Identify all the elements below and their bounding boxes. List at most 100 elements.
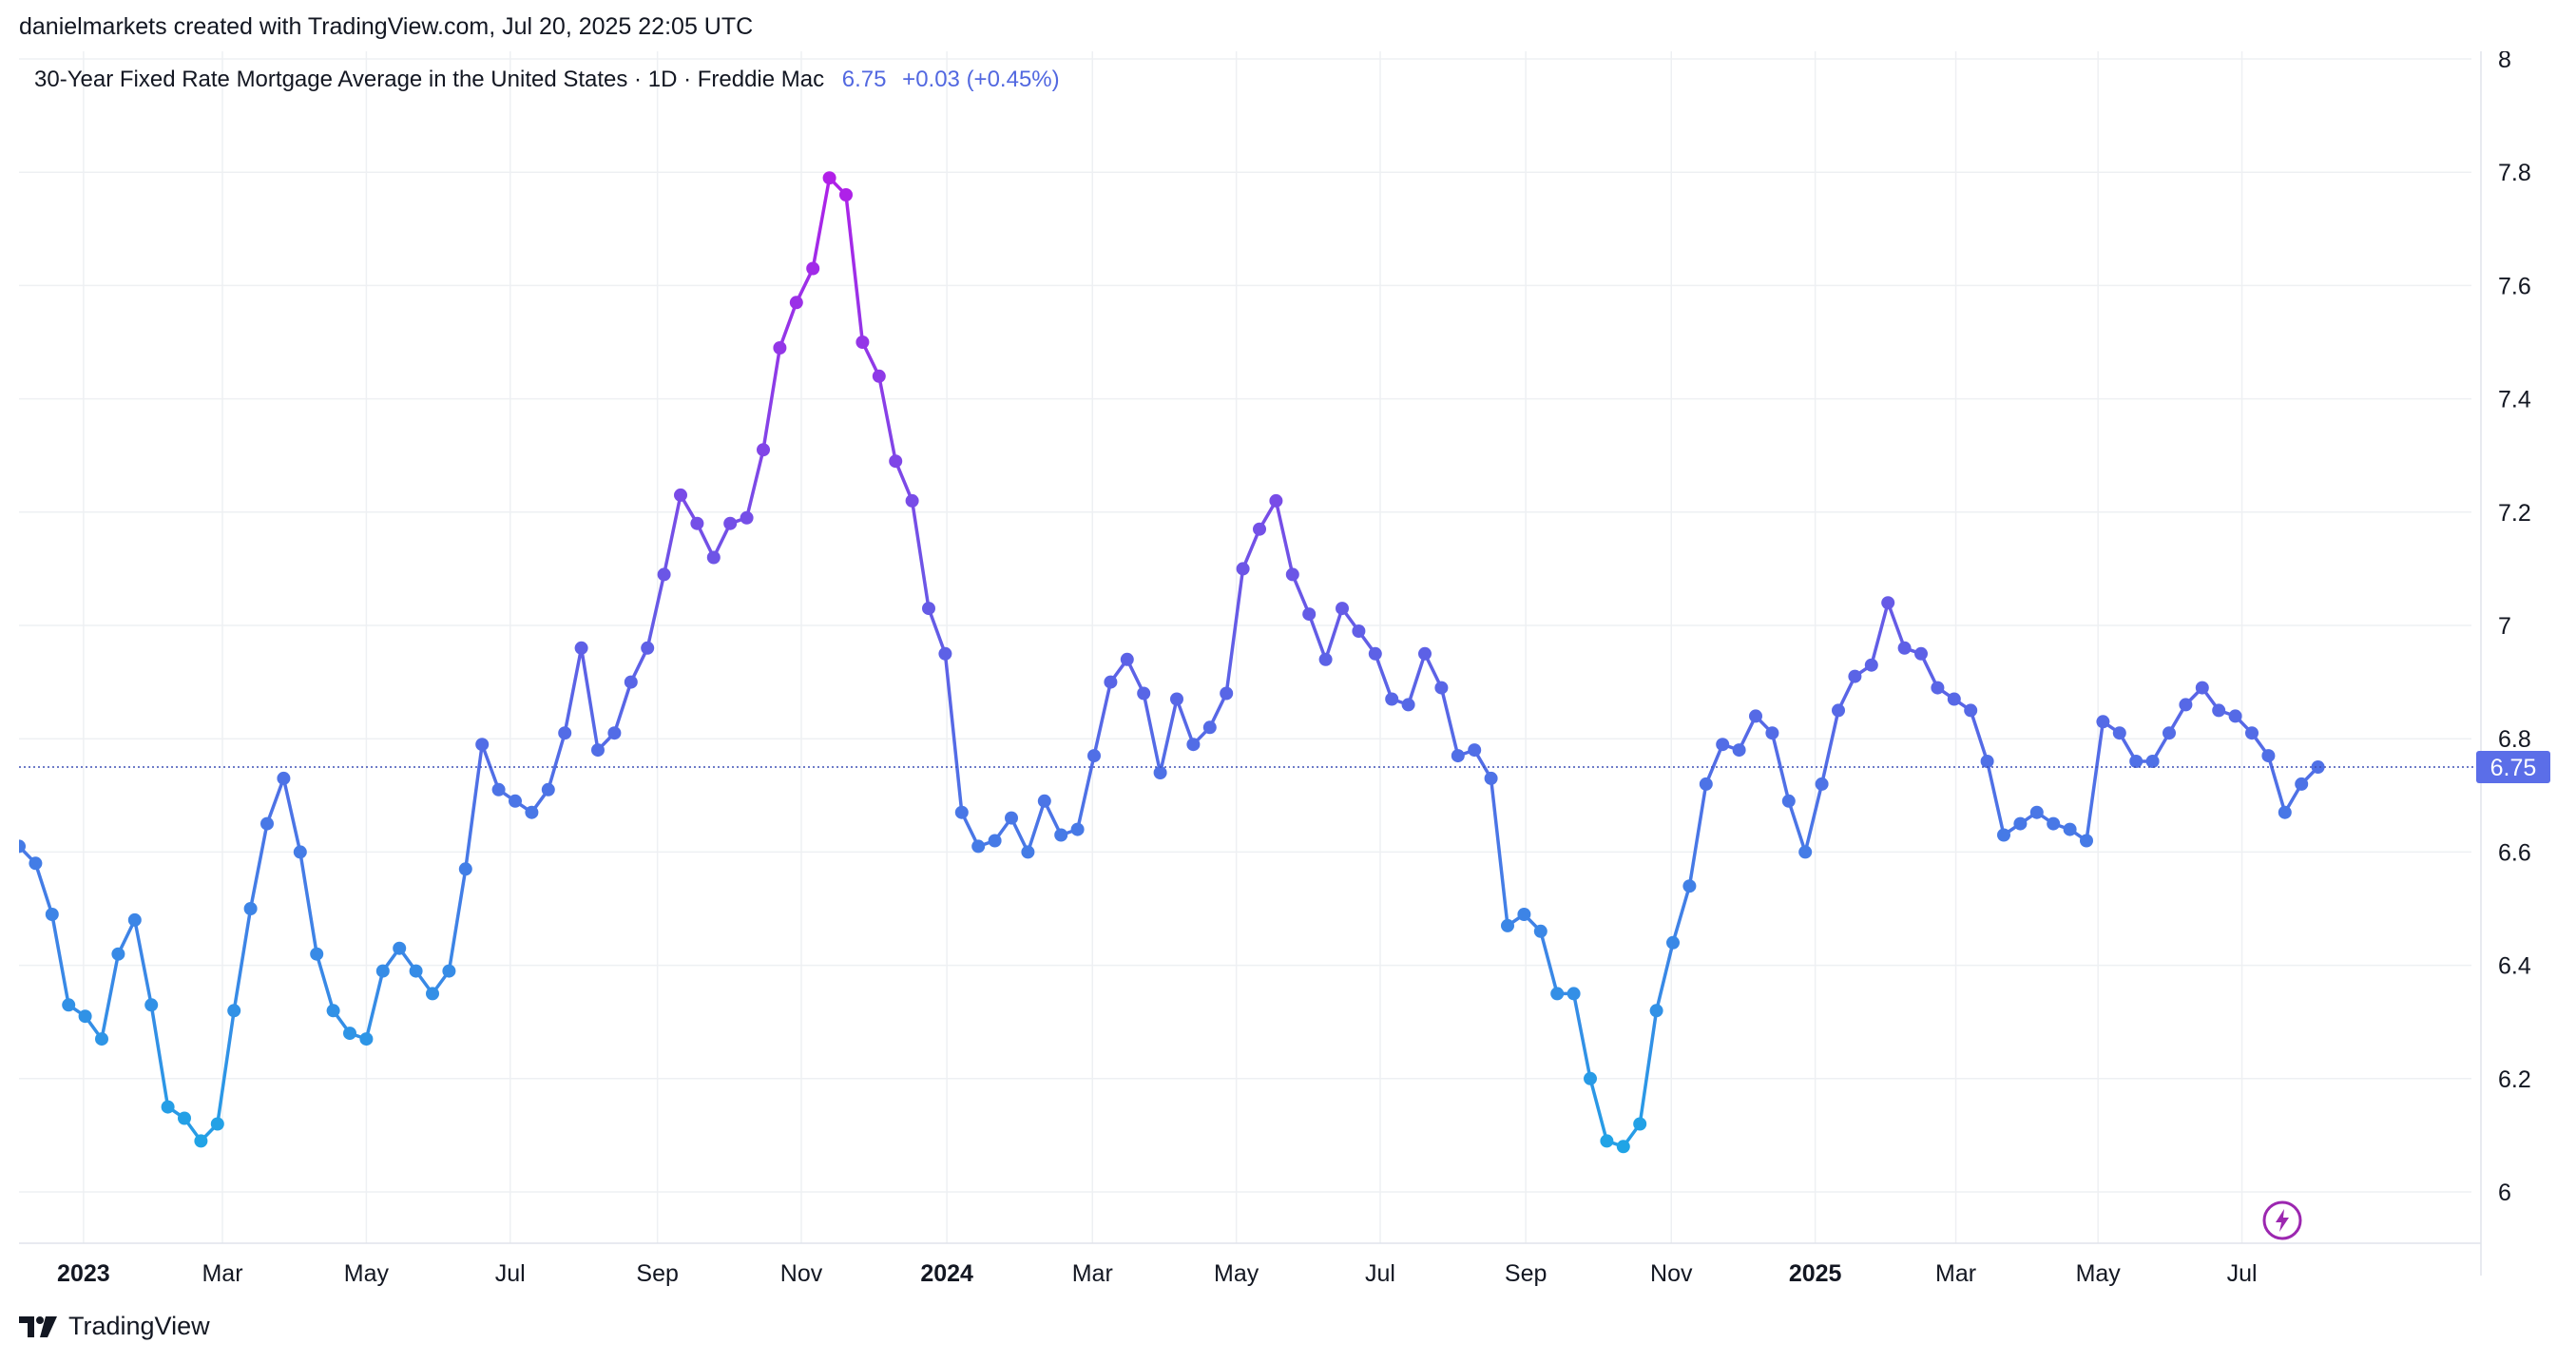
data-point[interactable] bbox=[144, 998, 159, 1012]
data-point[interactable] bbox=[491, 782, 506, 797]
data-point[interactable] bbox=[19, 839, 26, 854]
data-point[interactable] bbox=[1964, 703, 1978, 718]
data-point[interactable] bbox=[1468, 743, 1482, 758]
data-point[interactable] bbox=[458, 862, 472, 876]
data-point[interactable] bbox=[359, 1032, 374, 1046]
data-point[interactable] bbox=[1120, 652, 1134, 666]
data-point[interactable] bbox=[1153, 766, 1167, 779]
data-point[interactable] bbox=[1070, 822, 1085, 836]
symbol-name[interactable]: 30-Year Fixed Rate Mortgage Average in t… bbox=[34, 67, 825, 92]
data-point[interactable] bbox=[889, 454, 903, 469]
data-point[interactable] bbox=[475, 738, 490, 752]
data-point[interactable] bbox=[657, 567, 671, 582]
data-point[interactable] bbox=[1931, 681, 1945, 695]
data-point[interactable] bbox=[2047, 816, 2061, 831]
data-point[interactable] bbox=[1202, 720, 1217, 735]
data-point[interactable] bbox=[1699, 777, 1713, 791]
data-point[interactable] bbox=[706, 550, 721, 565]
data-point[interactable] bbox=[227, 1004, 241, 1018]
data-point[interactable] bbox=[1864, 658, 1878, 672]
data-point[interactable] bbox=[1616, 1140, 1630, 1154]
data-point[interactable] bbox=[1352, 624, 1366, 638]
data-point[interactable] bbox=[1980, 755, 1994, 768]
data-point[interactable] bbox=[1533, 924, 1548, 938]
data-point[interactable] bbox=[1484, 771, 1498, 785]
data-point[interactable] bbox=[1897, 641, 1912, 655]
data-point[interactable] bbox=[2096, 715, 2110, 729]
data-point[interactable] bbox=[1336, 602, 1349, 616]
data-point[interactable] bbox=[723, 516, 738, 530]
data-point[interactable] bbox=[1186, 738, 1201, 752]
data-point[interactable] bbox=[1749, 709, 1762, 723]
data-point[interactable] bbox=[1633, 1117, 1647, 1131]
data-point[interactable] bbox=[2311, 760, 2325, 774]
data-point[interactable] bbox=[1848, 669, 1862, 683]
data-point[interactable] bbox=[111, 947, 125, 961]
data-point[interactable] bbox=[1021, 845, 1035, 859]
data-point[interactable] bbox=[2295, 777, 2309, 791]
data-point[interactable] bbox=[45, 908, 59, 921]
data-point[interactable] bbox=[1517, 908, 1531, 921]
data-point[interactable] bbox=[1269, 493, 1283, 508]
data-point[interactable] bbox=[1285, 567, 1299, 582]
data-point[interactable] bbox=[690, 516, 704, 530]
data-point[interactable] bbox=[1054, 828, 1068, 842]
data-point[interactable] bbox=[2261, 749, 2276, 763]
data-point[interactable] bbox=[277, 771, 291, 785]
data-point[interactable] bbox=[2129, 755, 2143, 768]
data-point[interactable] bbox=[1947, 692, 1961, 706]
data-point[interactable] bbox=[1170, 692, 1183, 706]
data-point[interactable] bbox=[1765, 726, 1779, 740]
data-point[interactable] bbox=[127, 912, 142, 927]
data-point[interactable] bbox=[2228, 709, 2242, 723]
data-point[interactable] bbox=[740, 510, 754, 525]
data-point[interactable] bbox=[525, 805, 539, 819]
data-point[interactable] bbox=[1550, 987, 1565, 1001]
data-point[interactable] bbox=[343, 1027, 356, 1041]
data-point[interactable] bbox=[789, 296, 803, 310]
data-point[interactable] bbox=[2245, 726, 2259, 740]
data-point[interactable] bbox=[624, 675, 638, 689]
data-point[interactable] bbox=[1600, 1134, 1614, 1148]
data-point[interactable] bbox=[1666, 935, 1680, 950]
data-point[interactable] bbox=[1037, 794, 1051, 808]
data-point[interactable] bbox=[260, 816, 274, 831]
data-point[interactable] bbox=[938, 646, 952, 661]
data-point[interactable] bbox=[1584, 1071, 1597, 1085]
data-point[interactable] bbox=[2145, 755, 2160, 768]
data-point[interactable] bbox=[2080, 834, 2093, 848]
footer-brand[interactable]: TradingView bbox=[19, 1312, 210, 1341]
data-point[interactable] bbox=[1137, 686, 1151, 701]
data-point[interactable] bbox=[509, 794, 522, 808]
data-point[interactable] bbox=[1236, 562, 1250, 576]
data-point[interactable] bbox=[922, 602, 935, 616]
data-point[interactable] bbox=[2163, 726, 2176, 740]
data-point[interactable] bbox=[1732, 743, 1746, 758]
data-point[interactable] bbox=[1302, 607, 1317, 622]
data-point[interactable] bbox=[757, 443, 770, 457]
data-point[interactable] bbox=[1682, 879, 1697, 893]
data-point[interactable] bbox=[1368, 646, 1382, 661]
data-point[interactable] bbox=[641, 641, 655, 655]
data-point[interactable] bbox=[1451, 749, 1465, 763]
data-point[interactable] bbox=[1832, 703, 1845, 718]
data-point[interactable] bbox=[442, 964, 456, 978]
data-point[interactable] bbox=[409, 964, 423, 978]
data-point[interactable] bbox=[326, 1004, 340, 1018]
data-point[interactable] bbox=[773, 341, 787, 355]
data-point[interactable] bbox=[95, 1032, 108, 1046]
data-point[interactable] bbox=[2179, 698, 2193, 712]
data-point[interactable] bbox=[1798, 845, 1813, 859]
data-point[interactable] bbox=[1220, 686, 1234, 701]
data-point[interactable] bbox=[971, 839, 986, 854]
data-point[interactable] bbox=[393, 941, 407, 955]
data-point[interactable] bbox=[1005, 811, 1018, 825]
data-point[interactable] bbox=[839, 188, 853, 202]
data-point[interactable] bbox=[1501, 918, 1514, 932]
data-point[interactable] bbox=[62, 998, 76, 1012]
data-point[interactable] bbox=[1087, 749, 1101, 763]
data-point[interactable] bbox=[822, 171, 836, 185]
data-point[interactable] bbox=[2212, 703, 2226, 718]
data-point[interactable] bbox=[178, 1111, 191, 1125]
data-point[interactable] bbox=[2063, 822, 2077, 836]
